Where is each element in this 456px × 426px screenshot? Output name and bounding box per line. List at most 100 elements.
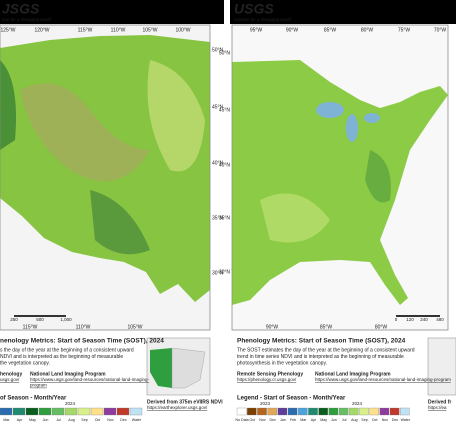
legend-month: Jan [280,418,286,422]
legend-swatch [379,407,390,416]
lat-label: 50°N [219,50,231,56]
legend-swatch [257,407,267,416]
legend-swatch [116,407,130,416]
description: NDVI and is interpreted as the beginning… [0,354,123,360]
legend-year: 2023 [260,401,271,406]
legend-swatch [328,407,339,416]
land-texture [0,60,16,150]
source: Derived fr [428,399,451,405]
legend-swatch [359,407,369,416]
legend-month: Aug [68,418,74,422]
legend-swatch [0,407,13,416]
lon-label: 75°W [398,27,411,33]
legend-month: Water [132,418,142,422]
legend-month: Sep [361,418,367,422]
scale-label: 240 [420,317,428,322]
link-url: https://www.usgs.gov/land-resources/nati… [315,377,451,382]
legend-swatch [25,407,39,416]
lon-label: 80°W [375,324,388,330]
tagline: science for a changing world [234,17,292,22]
inset-highlight [150,348,172,388]
lon-label: 105°W [127,324,142,330]
lon-label: 110°W [111,27,126,33]
lake [364,113,380,123]
legend-month: Dec [120,418,127,422]
source-url: https://earthexplorer.usgs.gov/ [147,405,208,410]
lon-label: 115°W [78,27,93,33]
lat-label: 45°N [212,104,224,110]
legend-month: Jul [342,418,347,422]
link-title: National Land Imaging Program [30,371,106,377]
description: trend in time series NDVI and is interpr… [237,354,404,360]
legend-swatch [318,407,328,416]
legend-title: of Season - Month/Year [0,396,67,402]
scale-bar [396,315,440,317]
legend-swatch [298,407,308,416]
legend-swatch [236,407,247,416]
legend-month: Dec [269,418,276,422]
scale-label: 0 [395,317,398,322]
inset-land [171,347,206,389]
legend-swatch [369,407,379,416]
source: Derived from 375m eVIIRS NDVI [147,399,223,405]
lon-label: 100°W [175,27,190,33]
map-border [231,24,449,331]
legend-swatch [389,407,400,416]
lat-label: 45°N [219,107,231,113]
legend-swatch [12,407,26,416]
lon-label: 90°W [286,27,299,33]
lake [316,102,344,118]
land-texture [365,150,391,203]
link-url: usgs.gov/ [0,377,20,382]
legend-swatch [338,407,349,416]
legend-month: Oct [250,418,256,422]
scale-label: 480 [436,317,444,322]
legend-month: Jul [56,418,61,422]
lat-label: 35°N [212,215,224,221]
legend-year: 2024 [352,401,363,406]
source-url: https://ea [428,405,447,410]
lat-label: 35°N [219,215,231,221]
lat-label: 40°N [219,162,231,168]
lon-label: 110°W [76,324,91,330]
scale-label: 120 [406,317,414,322]
panel-title: nenology Metrics: Start of Season Time (… [0,338,164,345]
description: The SOST estimates the day of the year a… [237,347,415,353]
lat-label: 30°N [219,269,231,275]
description: photosynthesis in the vegetation canopy. [237,360,327,366]
legend-swatch [277,407,288,416]
legend-swatch [64,407,78,416]
legend-swatch [267,407,277,416]
legend-swatch [38,407,52,416]
legend-swatch [90,407,104,416]
legend-month: Jun [331,418,337,422]
legend-swatch [308,407,318,416]
legend-year: 2024 [65,401,76,406]
lon-label: 90°W [266,324,279,330]
legend-month: Nov [259,418,266,422]
link-url: https://www.usgs.gov/land-resources/nati… [30,377,150,382]
legend-month: Mar [300,418,307,422]
scale-bar [14,315,66,317]
legend-swatch [51,407,65,416]
legend-swatch [400,407,410,416]
link-title: henology [0,371,22,377]
lat-label: 30°N [212,270,224,276]
legend-month: Apr [311,418,317,422]
legend-month: Dec [392,418,399,422]
legend-month: Apr [17,418,23,422]
legend-month: Sep [81,418,87,422]
panel-title: Phenology Metrics: Start of Season Time … [237,338,406,345]
header-bar [230,0,456,24]
land-texture [260,193,330,243]
link-url: https://phenology.cr.usgs.gov/ [237,377,297,382]
legend-month: Oct [95,418,101,422]
logo: USGS [234,1,274,17]
legend-month: Mar [3,418,10,422]
description: the vegetation canopy. [0,360,50,366]
legend-month: Aug [351,418,357,422]
lon-label: 70°W [434,27,447,33]
land-texture [147,60,205,172]
scale-label: 250 [10,317,18,322]
lon-label: 125°W [0,27,15,33]
